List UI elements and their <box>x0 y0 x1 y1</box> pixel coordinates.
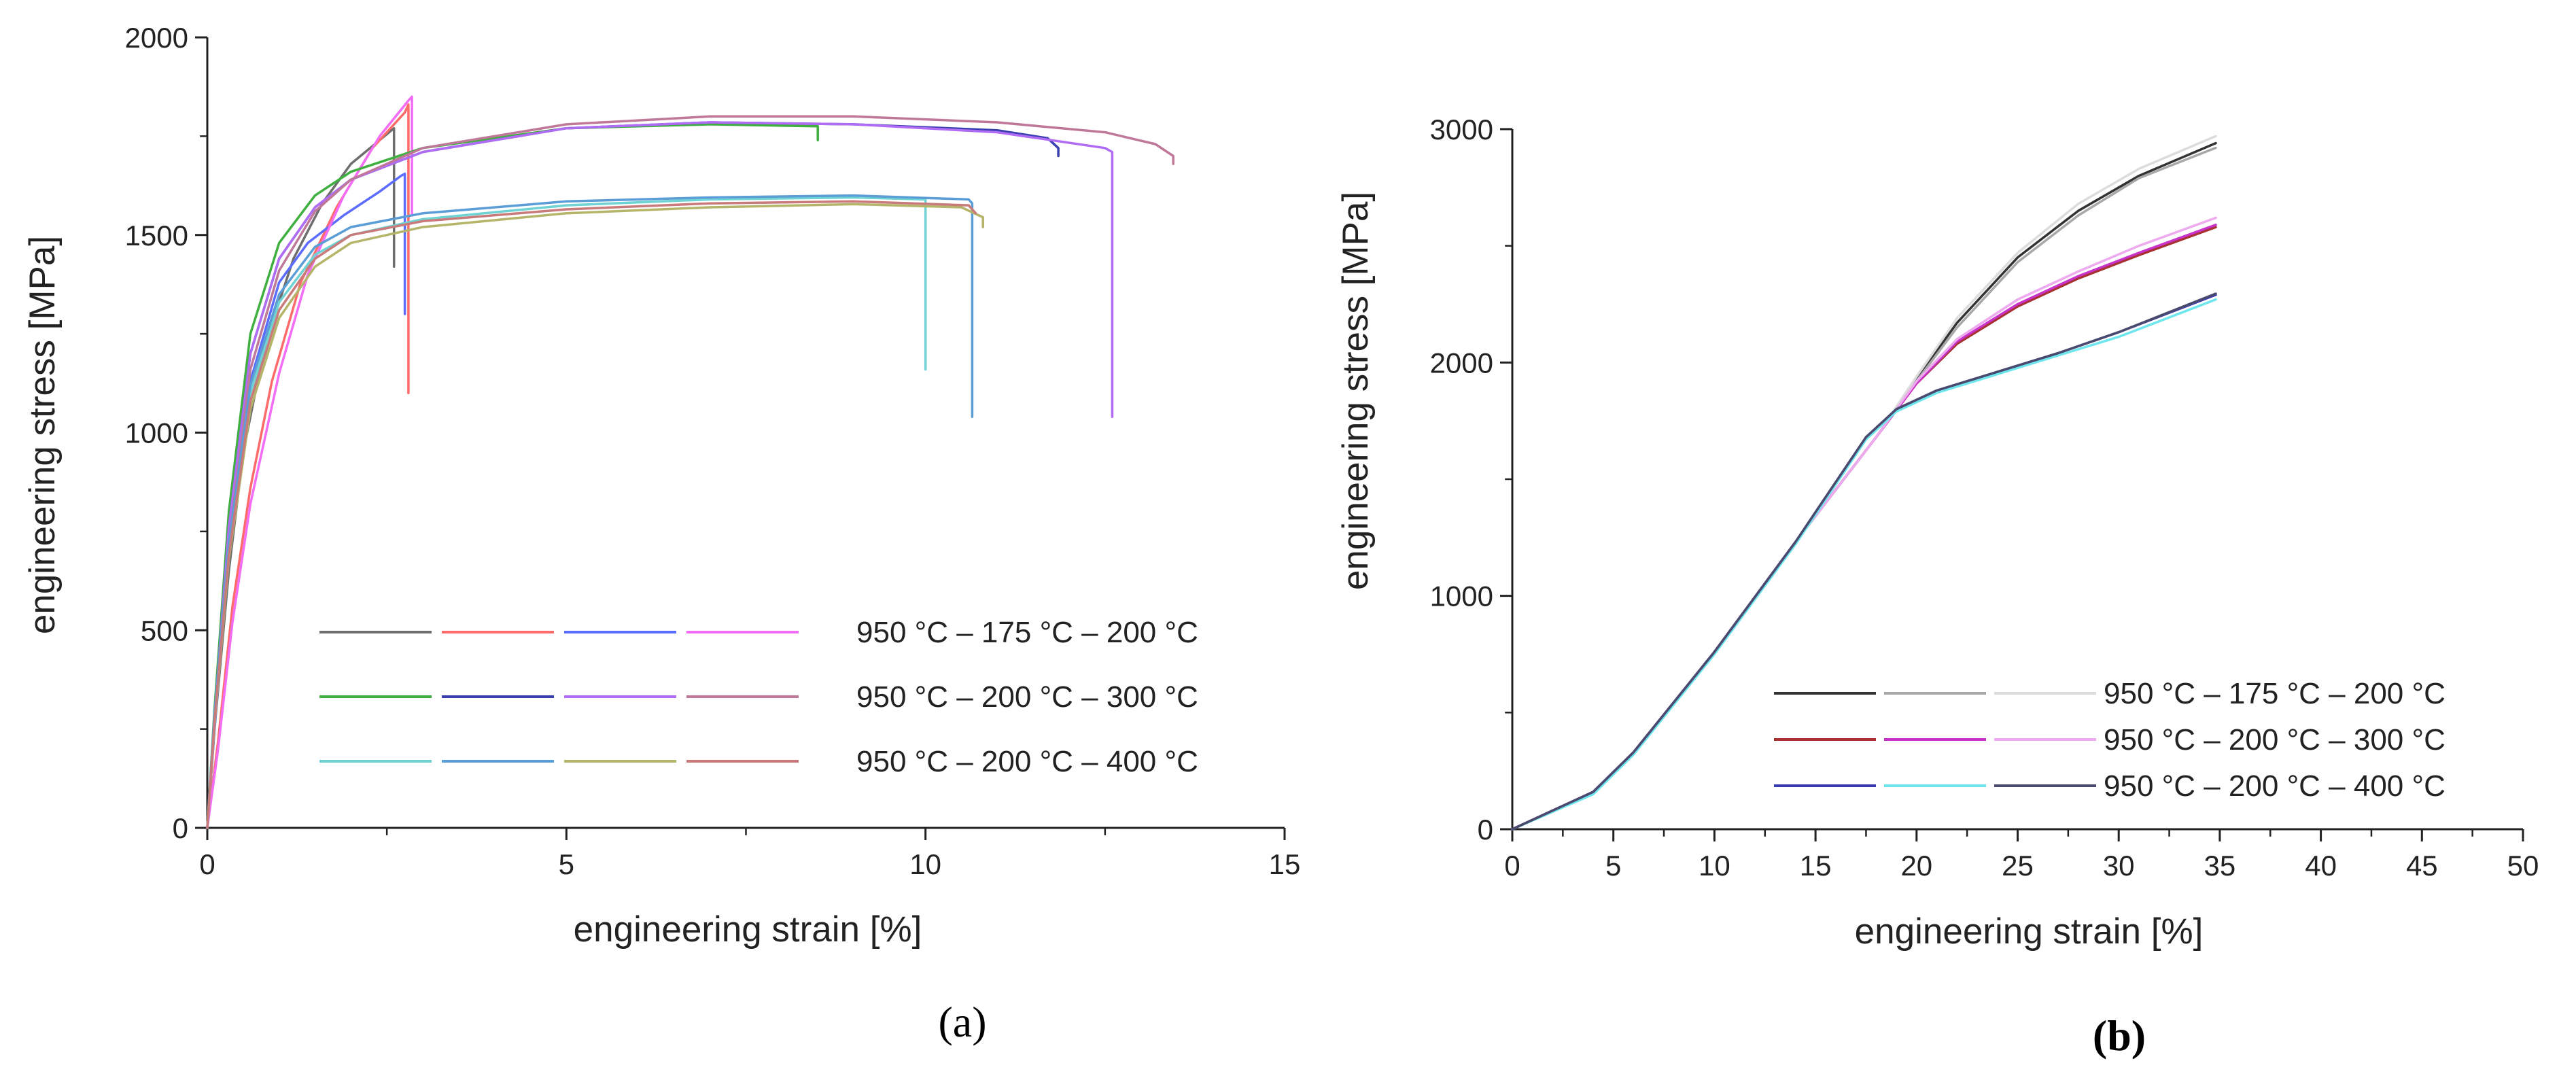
x-tick-label: 15 <box>1269 848 1301 880</box>
panel-b-chart: 0 5 10 15 20 25 30 35 40 45 50 0 1000 2000 3000 950 °… <box>1336 114 2539 1060</box>
series-line <box>206 194 974 829</box>
series-line <box>1511 298 2217 831</box>
panel-a-series <box>206 95 1174 829</box>
x-tick-label: 10 <box>1699 850 1730 882</box>
panel-b-y-axis-label: engineering stress [MPa] <box>1336 192 1376 590</box>
legend-label: 950 °C – 200 °C – 400 °C <box>856 745 1198 778</box>
x-tick-label: 5 <box>559 848 574 880</box>
y-tick-label: 1000 <box>1430 580 1493 612</box>
panel-a-x-axis-label: engineering strain [%] <box>574 909 922 950</box>
y-tick-label: 3000 <box>1430 114 1493 145</box>
panel-b-y-ticks: 0 1000 2000 3000 <box>1430 114 1512 846</box>
series-line <box>206 121 1114 829</box>
panel-a-legend: 950 °C – 175 °C – 200 °C 950 °C – 200 °C … <box>319 616 1198 778</box>
x-tick-label: 0 <box>199 848 215 880</box>
x-tick-label: 30 <box>2103 850 2135 882</box>
y-tick-label: 1000 <box>125 417 188 449</box>
series-line <box>206 196 927 829</box>
legend-label: 950 °C – 200 °C – 400 °C <box>2104 769 2446 803</box>
series-line <box>206 95 413 829</box>
series-line <box>206 115 1174 829</box>
series-line <box>206 200 977 829</box>
panel-a-y-axis-label: engineering stress [MPa] <box>22 236 63 634</box>
legend-label: 950 °C – 200 °C – 300 °C <box>2104 723 2446 757</box>
y-tick-label: 0 <box>173 812 188 844</box>
y-tick-label: 2000 <box>1430 347 1493 379</box>
y-tick-label: 1500 <box>125 220 188 251</box>
x-tick-label: 25 <box>2002 850 2034 882</box>
x-tick-label: 45 <box>2406 850 2438 882</box>
x-tick-label: 0 <box>1504 850 1520 882</box>
series-line <box>1511 292 2217 831</box>
legend-label: 950 °C – 200 °C – 300 °C <box>856 680 1198 714</box>
x-tick-label: 50 <box>2507 850 2539 882</box>
panel-b-x-ticks: 0 5 10 15 20 25 30 35 40 45 50 <box>1504 829 2539 882</box>
x-tick-label: 10 <box>909 848 941 880</box>
panel-a-chart: 0 5 10 15 0 500 1000 1500 2000 950 °C – 175 °C … <box>22 22 1300 1046</box>
x-tick-label: 40 <box>2305 850 2337 882</box>
y-tick-label: 500 <box>141 614 188 646</box>
x-tick-label: 35 <box>2204 850 2236 882</box>
panel-a-y-ticks: 0 500 1000 1500 2000 <box>125 22 207 844</box>
series-line <box>206 103 410 829</box>
panel-b-series <box>1511 135 2217 831</box>
legend-label: 950 °C – 175 °C – 200 °C <box>856 616 1198 649</box>
y-tick-label: 2000 <box>125 22 188 54</box>
panel-b-x-axis-label: engineering strain [%] <box>1855 911 2204 952</box>
panel-b-legend: 950 °C – 175 °C – 200 °C 950 °C – 200 °C … <box>1774 677 2446 803</box>
y-tick-label: 0 <box>1478 814 1493 846</box>
series-line <box>206 203 984 829</box>
x-tick-label: 15 <box>1800 850 1832 882</box>
panel-a-x-ticks: 0 5 10 15 <box>199 828 1300 880</box>
x-tick-label: 20 <box>1900 850 1932 882</box>
series-line <box>206 121 1060 829</box>
panel-a-caption: (a) <box>938 998 986 1046</box>
panel-b-caption: (b) <box>2093 1011 2146 1060</box>
legend-label: 950 °C – 175 °C – 200 °C <box>2104 677 2446 710</box>
x-tick-label: 5 <box>1605 850 1621 882</box>
